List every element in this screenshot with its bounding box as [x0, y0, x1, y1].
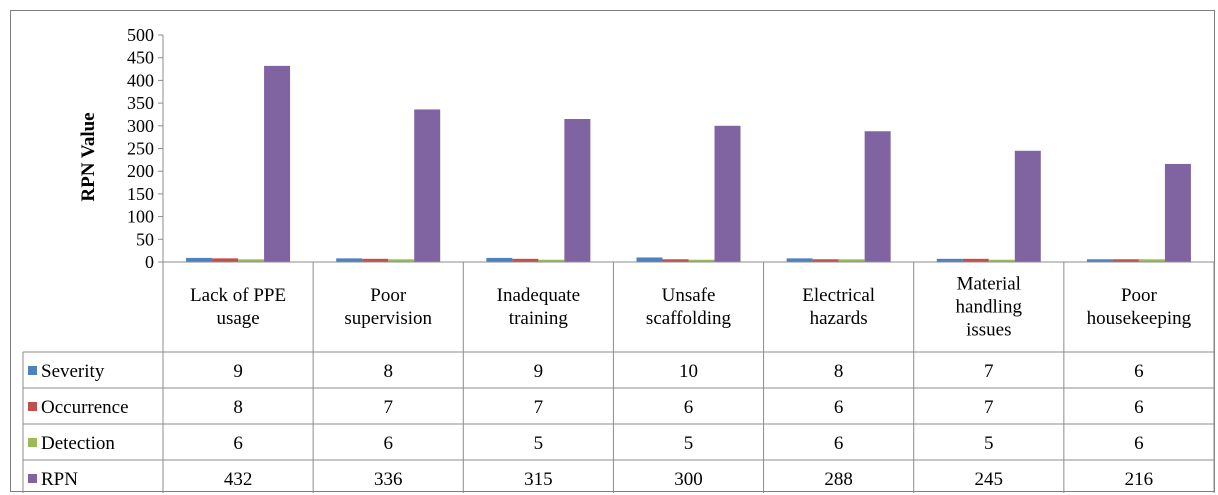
category-label-3: scaffolding [646, 308, 732, 329]
y-axis-label-text: RPN Value [78, 112, 99, 201]
y-tick-label: 200 [127, 161, 154, 181]
y-axis-label: RPN Value [78, 112, 99, 201]
value-occurrence-1: 7 [383, 397, 393, 418]
value-severity-0: 9 [233, 361, 243, 382]
category-label-6: housekeeping [1087, 308, 1192, 329]
y-tick-label: 350 [127, 93, 154, 113]
bar-occurrence-0 [212, 258, 239, 262]
bar-detection-0 [238, 259, 265, 262]
value-occurrence-4: 6 [834, 397, 844, 418]
y-tick-label: 400 [127, 70, 154, 90]
bar-occurrence-2 [512, 258, 539, 262]
category-label-4: hazards [810, 308, 868, 329]
bar-rpn-6 [1164, 163, 1191, 262]
value-rpn-0: 432 [224, 469, 253, 490]
value-detection-6: 6 [1134, 433, 1144, 454]
bar-occurrence-1 [362, 258, 389, 262]
series-name-severity: Severity [41, 361, 105, 382]
bar-severity-1 [336, 258, 363, 262]
category-label-3: Unsafe [662, 285, 716, 306]
bar-detection-1 [388, 259, 415, 262]
category-label-2: Inadequate [497, 285, 580, 306]
bar-severity-0 [186, 257, 213, 262]
y-tick-label: 100 [127, 207, 154, 227]
data-table: Lack of PPEusagePoorsupervisionInadequat… [22, 261, 1215, 493]
y-tick-label: 0 [145, 252, 154, 272]
y-tick-label: 150 [127, 184, 154, 204]
category-label-5: Material [957, 274, 1021, 295]
value-occurrence-5: 7 [984, 397, 994, 418]
bar-rpn-2 [564, 118, 591, 263]
legend-key-occurrence [28, 402, 37, 411]
legend-key-rpn [28, 474, 37, 483]
value-rpn-5: 245 [975, 469, 1004, 490]
value-occurrence-0: 8 [233, 397, 243, 418]
value-severity-6: 6 [1134, 361, 1144, 382]
value-occurrence-2: 7 [534, 397, 544, 418]
value-detection-4: 6 [834, 433, 844, 454]
value-detection-0: 6 [233, 433, 243, 454]
bars-layer [186, 65, 1191, 263]
value-rpn-2: 315 [524, 469, 553, 490]
bar-severity-2 [486, 257, 513, 262]
y-tick-label: 250 [127, 139, 154, 159]
value-detection-1: 6 [383, 433, 393, 454]
value-rpn-6: 216 [1125, 469, 1154, 490]
series-name-occurrence: Occurrence [41, 397, 129, 418]
legend-key-severity [28, 366, 37, 375]
bar-severity-4 [786, 258, 813, 262]
value-rpn-3: 300 [674, 469, 703, 490]
value-severity-5: 7 [984, 361, 994, 382]
bar-detection-6 [1138, 259, 1165, 262]
bar-rpn-0 [264, 65, 291, 262]
bar-rpn-3 [714, 125, 741, 262]
category-label-0: usage [216, 308, 259, 329]
value-severity-1: 8 [383, 361, 393, 382]
value-rpn-1: 336 [374, 469, 403, 490]
series-name-detection: Detection [41, 433, 115, 454]
bar-occurrence-6 [1112, 259, 1139, 262]
value-severity-4: 8 [834, 361, 844, 382]
value-severity-2: 9 [534, 361, 544, 382]
bar-occurrence-3 [662, 259, 689, 262]
rpn-chart: RPN Value 050100150200250300350400450500… [22, 25, 1215, 493]
bar-severity-3 [636, 257, 663, 262]
category-label-0: Lack of PPE [190, 285, 286, 306]
category-label-4: Electrical [802, 285, 875, 306]
bar-occurrence-4 [812, 259, 839, 262]
bar-occurrence-5 [962, 258, 989, 262]
y-tick-label: 300 [127, 116, 154, 136]
category-label-1: Poor [370, 285, 407, 306]
value-severity-3: 10 [679, 361, 698, 382]
chart-frame: RPN Value 0 50 100 150 200 250 300 350 400 450 500… [10, 10, 1215, 493]
value-detection-3: 5 [684, 433, 694, 454]
bar-rpn-4 [864, 131, 891, 262]
category-label-1: supervision [344, 308, 432, 329]
bar-rpn-1 [414, 109, 441, 263]
series-name-rpn: RPN [41, 469, 78, 490]
value-detection-2: 5 [534, 433, 544, 454]
value-rpn-4: 288 [824, 469, 853, 490]
value-occurrence-6: 6 [1134, 397, 1144, 418]
y-tick-label: 450 [127, 48, 154, 68]
bar-severity-5 [936, 258, 963, 262]
value-detection-5: 5 [984, 433, 994, 454]
bar-detection-3 [688, 259, 715, 262]
value-occurrence-3: 6 [684, 397, 694, 418]
y-tick-label: 50 [136, 229, 154, 249]
category-label-2: training [509, 308, 569, 329]
category-label-6: Poor [1121, 285, 1158, 306]
category-label-5: issues [966, 320, 1011, 341]
legend-key-detection [28, 438, 37, 447]
y-tick-label: 500 [127, 25, 154, 45]
bar-detection-5 [988, 259, 1015, 262]
bar-rpn-5 [1014, 150, 1041, 262]
bar-severity-6 [1086, 259, 1113, 262]
category-label-5: handling [956, 297, 1023, 318]
bar-detection-2 [538, 259, 565, 262]
bar-detection-4 [838, 259, 865, 262]
